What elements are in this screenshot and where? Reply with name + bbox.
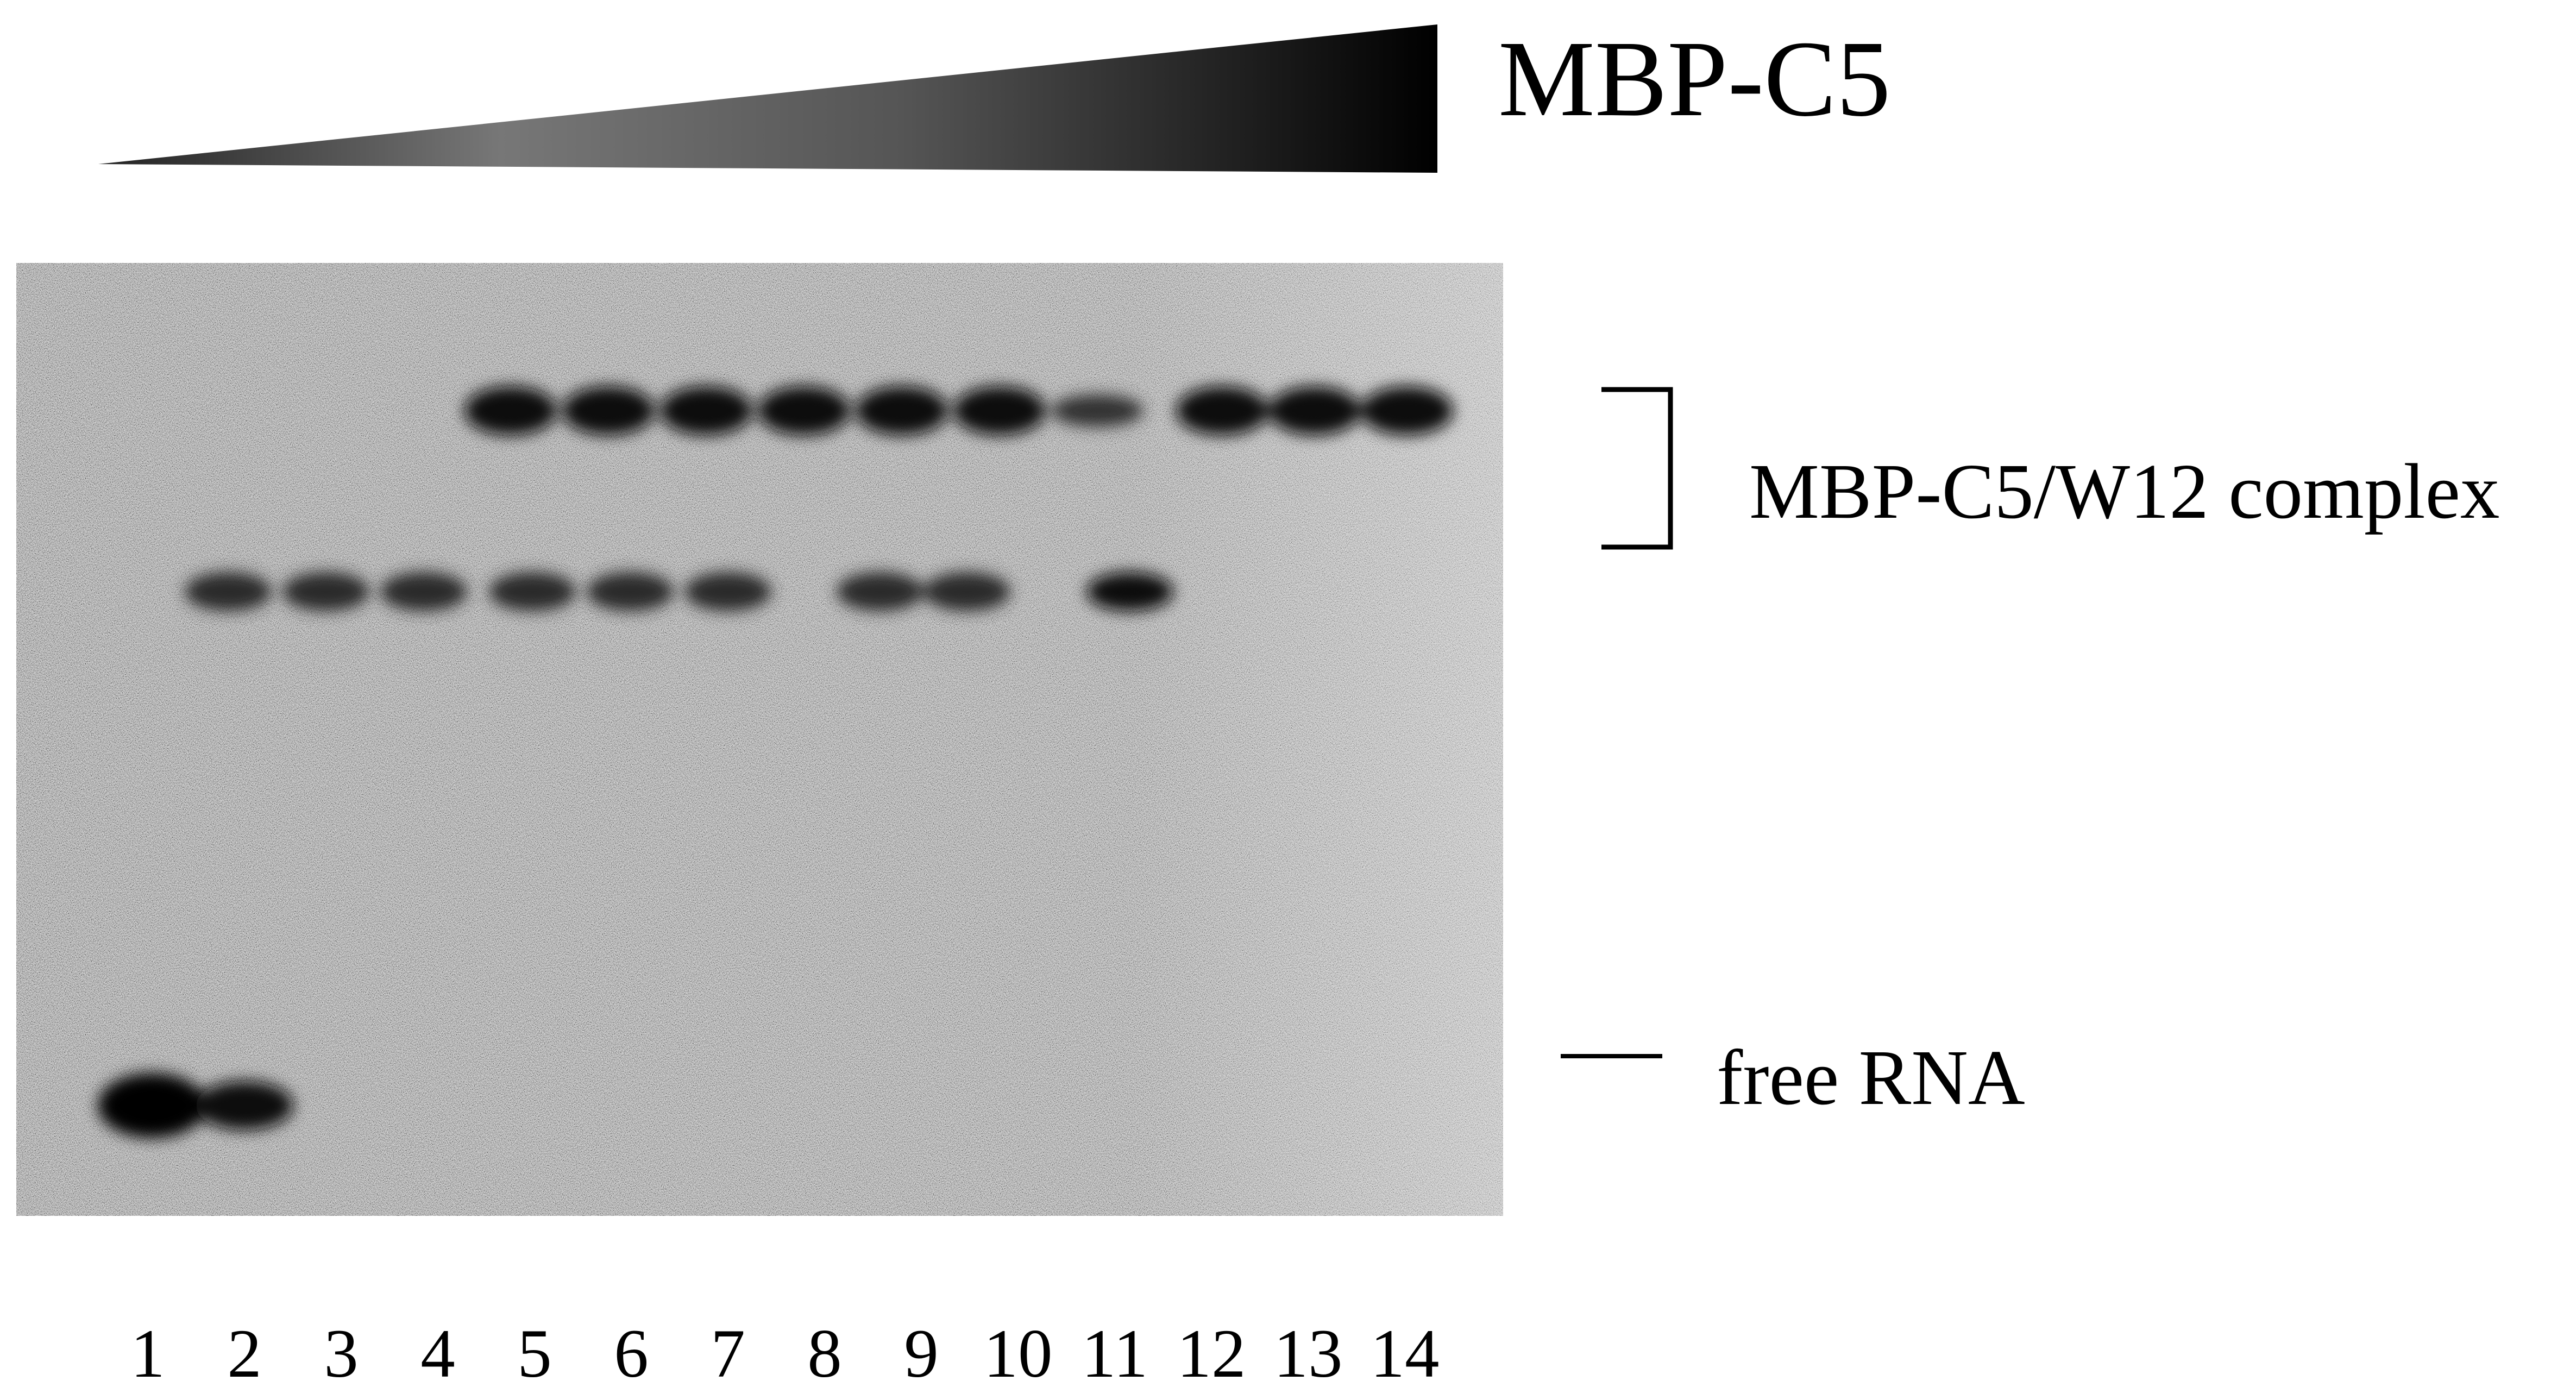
lower-band [489, 572, 576, 611]
free-rna-band [98, 1073, 206, 1138]
lane-number: 2 [227, 1316, 262, 1387]
lane-number: 9 [904, 1316, 939, 1387]
lower-band [282, 572, 369, 611]
free-rna-label: free RNA [1717, 1034, 2025, 1121]
lane-number: 6 [614, 1316, 649, 1387]
gel [16, 263, 1503, 1216]
lower-band [837, 572, 923, 611]
complex-band [562, 386, 655, 435]
complex-band [464, 386, 557, 435]
lower-band [1086, 572, 1173, 611]
lane-number: 10 [984, 1316, 1053, 1387]
concentration-wedge [98, 24, 1437, 173]
lane-number: 12 [1177, 1316, 1246, 1387]
complex-bracket [1601, 387, 1673, 550]
complex-band [1176, 386, 1268, 435]
lane-numbers: 1 2 3 4 5 6 7 8 9 10 11 12 13 14 [130, 1316, 1439, 1387]
title: MBP-C5 [1498, 19, 1890, 139]
complex-band [660, 386, 752, 435]
complex-band [856, 386, 948, 435]
lower-band [587, 572, 674, 611]
lane-number: 14 [1371, 1316, 1440, 1387]
complex-band [1361, 386, 1453, 435]
complex-band [1051, 394, 1144, 427]
lane-number: 8 [807, 1316, 842, 1387]
lane-number: 11 [1082, 1316, 1148, 1387]
lane-number: 5 [517, 1316, 552, 1387]
complex-band [953, 386, 1046, 435]
lane-number: 3 [324, 1316, 359, 1387]
lane-number: 13 [1274, 1316, 1343, 1387]
lane-number: 1 [130, 1316, 165, 1387]
bands [98, 386, 1453, 1138]
lower-band [380, 572, 467, 611]
free-rna-band [196, 1081, 293, 1130]
lower-band [923, 572, 1010, 611]
complex-band [758, 386, 850, 435]
lane-number: 7 [711, 1316, 745, 1387]
lower-band [684, 572, 771, 611]
complex-band [1268, 386, 1361, 435]
lane-number: 4 [420, 1316, 455, 1387]
complex-label: MBP-C5/W12 complex [1749, 448, 2499, 535]
lower-band [185, 572, 272, 611]
